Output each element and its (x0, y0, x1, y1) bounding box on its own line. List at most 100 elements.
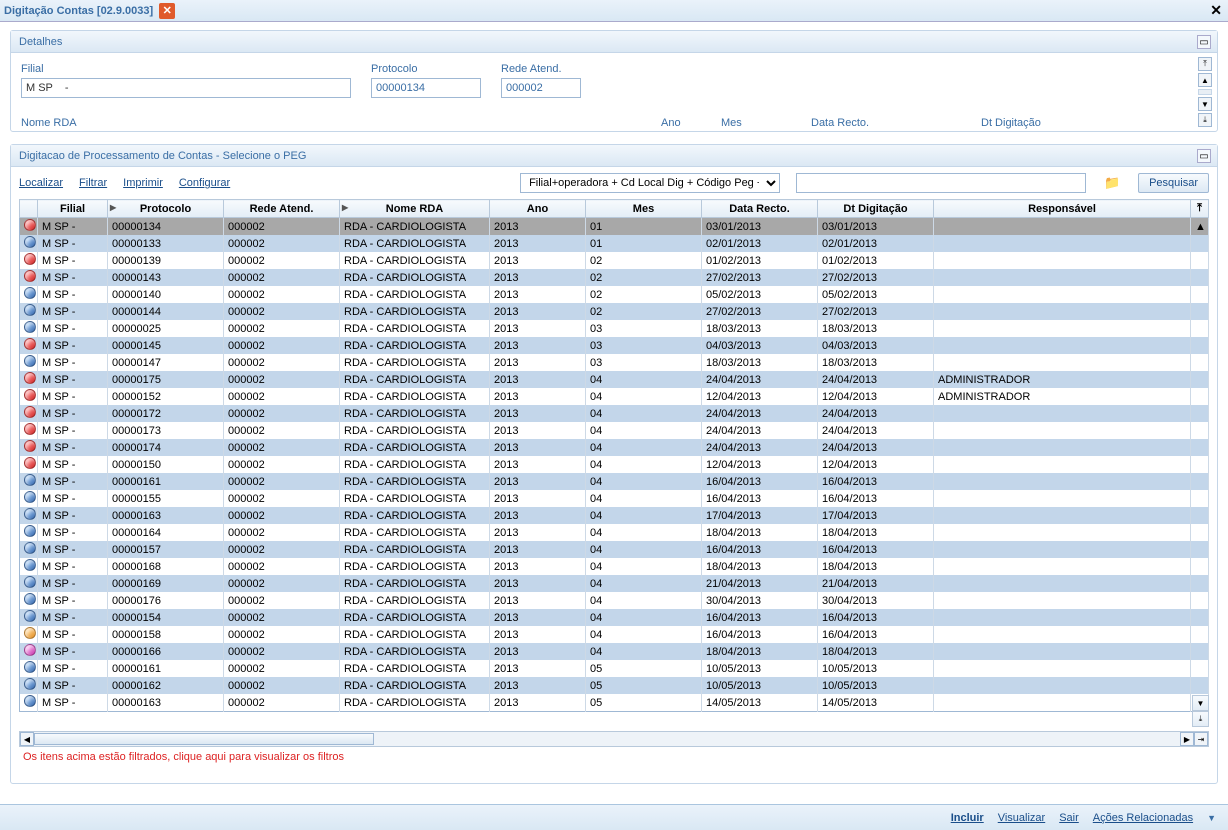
col-dtdig[interactable]: Dt Digitação (818, 200, 934, 218)
window-close-icon[interactable]: ✕ (1210, 2, 1222, 19)
grid-scroll-down-icon[interactable]: ▼ (1192, 695, 1209, 711)
table-row[interactable]: M SP -00000172000002RDA - CARDIOLOGISTA2… (20, 405, 1209, 422)
col-mes[interactable]: Mes (586, 200, 702, 218)
table-row[interactable]: M SP -00000147000002RDA - CARDIOLOGISTA2… (20, 354, 1209, 371)
table-row[interactable]: M SP -00000164000002RDA - CARDIOLOGISTA2… (20, 524, 1209, 541)
grid-wrap: Filial ▶Protocolo Rede Atend. ▶Nome RDA … (19, 199, 1209, 712)
status-dot-icon (24, 457, 36, 469)
table-row[interactable]: M SP -00000150000002RDA - CARDIOLOGISTA2… (20, 456, 1209, 473)
folder-icon[interactable]: 📁 (1102, 174, 1122, 192)
table-row[interactable]: M SP -00000161000002RDA - CARDIOLOGISTA2… (20, 660, 1209, 677)
table-row[interactable]: M SP -00000169000002RDA - CARDIOLOGISTA2… (20, 575, 1209, 592)
table-row[interactable]: M SP -00000163000002RDA - CARDIOLOGISTA2… (20, 694, 1209, 712)
table-row[interactable]: M SP -00000175000002RDA - CARDIOLOGISTA2… (20, 371, 1209, 388)
footer-dropdown-icon[interactable]: ▼ (1207, 813, 1216, 823)
detalhes-scroll-track[interactable] (1198, 89, 1212, 95)
status-dot-icon (24, 542, 36, 554)
trunc-ano: Ano (661, 117, 721, 131)
col-nome[interactable]: ▶Nome RDA (340, 200, 490, 218)
col-rede[interactable]: Rede Atend. (224, 200, 340, 218)
detalhes-scroll-down-icon[interactable]: ▼ (1198, 97, 1212, 111)
status-dot-icon (24, 440, 36, 452)
status-dot-icon (24, 644, 36, 656)
status-dot-icon (24, 525, 36, 537)
toolbar-sort-combo[interactable]: Filial+operadora + Cd Local Dig + Código… (520, 173, 780, 193)
table-row[interactable]: M SP -00000134000002RDA - CARDIOLOGISTA2… (20, 218, 1209, 236)
col-datarecto[interactable]: Data Recto. (702, 200, 818, 218)
toolbar-localizar[interactable]: Localizar (19, 177, 63, 189)
peg-panel: Digitacao de Processamento de Contas - S… (10, 144, 1218, 784)
table-row[interactable]: M SP -00000133000002RDA - CARDIOLOGISTA2… (20, 235, 1209, 252)
footer-acoes[interactable]: Ações Relacionadas (1093, 812, 1193, 824)
table-row[interactable]: M SP -00000158000002RDA - CARDIOLOGISTA2… (20, 626, 1209, 643)
status-dot-icon (24, 610, 36, 622)
rede-input[interactable] (501, 78, 581, 98)
hscroll-end-icon[interactable]: ⇥ (1194, 732, 1208, 746)
filter-message[interactable]: Os itens acima estão filtrados, clique a… (11, 745, 356, 769)
toolbar-search-input[interactable] (796, 173, 1086, 193)
table-row[interactable]: M SP -00000154000002RDA - CARDIOLOGISTA2… (20, 609, 1209, 626)
table-row[interactable]: M SP -00000174000002RDA - CARDIOLOGISTA2… (20, 439, 1209, 456)
status-dot-icon (24, 627, 36, 639)
status-dot-icon (24, 559, 36, 571)
footer-sair[interactable]: Sair (1059, 812, 1079, 824)
status-dot-icon (24, 576, 36, 588)
col-filial[interactable]: Filial (38, 200, 108, 218)
peg-collapse-icon[interactable]: ▭ (1197, 149, 1211, 163)
status-dot-icon (24, 661, 36, 673)
col-resp[interactable]: Responsável (934, 200, 1191, 218)
detalhes-panel: Detalhes ▭ Filial Protocolo Rede Atend. … (10, 30, 1218, 132)
detalhes-scroll-top-icon[interactable]: ⤒ (1198, 57, 1212, 71)
table-row[interactable]: M SP -00000145000002RDA - CARDIOLOGISTA2… (20, 337, 1209, 354)
table-row[interactable]: M SP -00000176000002RDA - CARDIOLOGISTA2… (20, 592, 1209, 609)
status-dot-icon (24, 389, 36, 401)
window-title: Digitação Contas [02.9.0033] (4, 5, 153, 17)
footer-incluir[interactable]: Incluir (951, 812, 984, 824)
protocolo-label: Protocolo (371, 63, 481, 75)
hscroll-right-icon[interactable]: ▶ (1180, 732, 1194, 746)
status-dot-icon (24, 304, 36, 316)
table-row[interactable]: M SP -00000155000002RDA - CARDIOLOGISTA2… (20, 490, 1209, 507)
hscroll-thumb[interactable] (34, 733, 374, 745)
table-row[interactable]: M SP -00000152000002RDA - CARDIOLOGISTA2… (20, 388, 1209, 405)
toolbar-search-button[interactable]: Pesquisar (1138, 173, 1209, 193)
table-row[interactable]: M SP -00000139000002RDA - CARDIOLOGISTA2… (20, 252, 1209, 269)
table-row[interactable]: M SP -00000163000002RDA - CARDIOLOGISTA2… (20, 507, 1209, 524)
detalhes-header: Detalhes (11, 31, 1217, 53)
filial-input[interactable] (21, 78, 351, 98)
table-row[interactable]: M SP -00000166000002RDA - CARDIOLOGISTA2… (20, 643, 1209, 660)
detalhes-collapse-icon[interactable]: ▭ (1197, 35, 1211, 49)
col-ano[interactable]: Ano (490, 200, 586, 218)
toolbar-filtrar[interactable]: Filtrar (79, 177, 107, 189)
toolbar-configurar[interactable]: Configurar (179, 177, 230, 189)
detalhes-vscroll[interactable]: ⤒ ▲ ▼ ⤓ (1197, 57, 1213, 127)
table-row[interactable]: M SP -00000157000002RDA - CARDIOLOGISTA2… (20, 541, 1209, 558)
col-protocolo[interactable]: ▶Protocolo (108, 200, 224, 218)
table-row[interactable]: M SP -00000168000002RDA - CARDIOLOGISTA2… (20, 558, 1209, 575)
detalhes-scroll-bottom-icon[interactable]: ⤓ (1198, 113, 1212, 127)
footer-bar: Incluir Visualizar Sair Ações Relacionad… (0, 804, 1228, 830)
table-row[interactable]: M SP -00000162000002RDA - CARDIOLOGISTA2… (20, 677, 1209, 694)
status-dot-icon (24, 287, 36, 299)
grid-scroll-top-icon[interactable]: ⤒ (1191, 200, 1209, 218)
detalhes-scroll-up-icon[interactable]: ▲ (1198, 73, 1212, 87)
peg-title: Digitacao de Processamento de Contas - S… (19, 150, 306, 162)
table-row[interactable]: M SP -00000144000002RDA - CARDIOLOGISTA2… (20, 303, 1209, 320)
grid-scroll-bottom-icon[interactable]: ⤓ (1192, 711, 1209, 727)
footer-visualizar[interactable]: Visualizar (998, 812, 1046, 824)
table-row[interactable]: M SP -00000025000002RDA - CARDIOLOGISTA2… (20, 320, 1209, 337)
grid-vscroll-btns: ▼ ⤓ (1192, 695, 1209, 727)
toolbar-imprimir[interactable]: Imprimir (123, 177, 163, 189)
status-dot-icon (24, 338, 36, 350)
table-row[interactable]: M SP -00000140000002RDA - CARDIOLOGISTA2… (20, 286, 1209, 303)
hscroll-track[interactable] (34, 732, 1180, 746)
hscroll-left-icon[interactable]: ◀ (20, 732, 34, 746)
table-row[interactable]: M SP -00000143000002RDA - CARDIOLOGISTA2… (20, 269, 1209, 286)
col-status[interactable] (20, 200, 38, 218)
protocolo-input[interactable] (371, 78, 481, 98)
table-row[interactable]: M SP -00000161000002RDA - CARDIOLOGISTA2… (20, 473, 1209, 490)
table-row[interactable]: M SP -00000173000002RDA - CARDIOLOGISTA2… (20, 422, 1209, 439)
status-dot-icon (24, 406, 36, 418)
tab-close-icon[interactable]: ✕ (159, 3, 175, 19)
status-dot-icon (24, 270, 36, 282)
